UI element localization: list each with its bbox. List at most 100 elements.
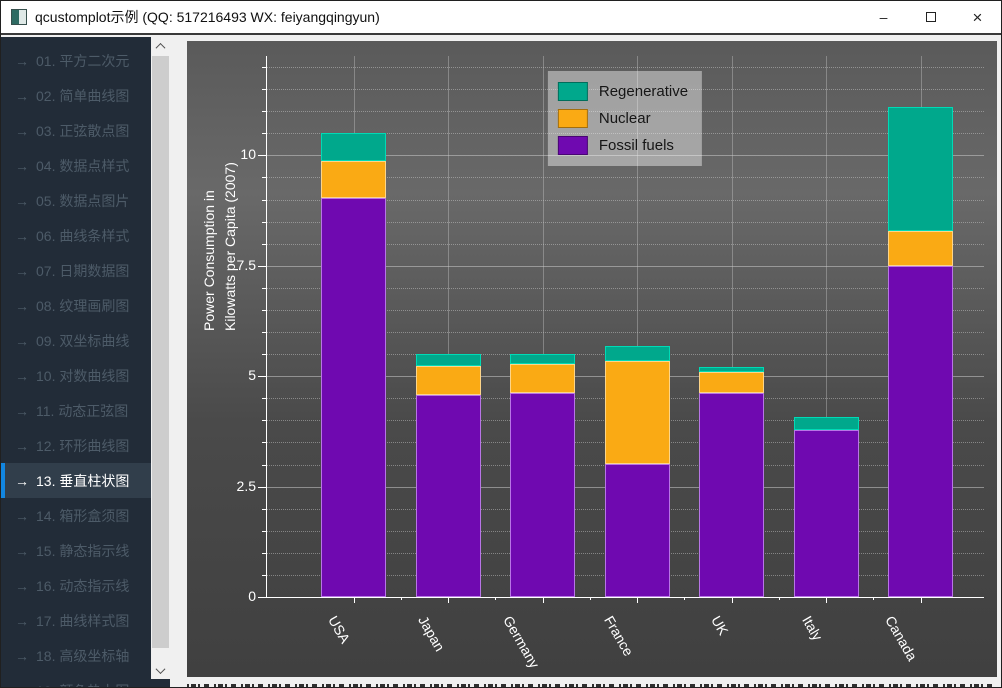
gridline-sub <box>266 332 984 334</box>
chevron-down-icon <box>155 663 166 674</box>
gridline-vertical <box>637 56 638 597</box>
sidebar-item-10[interactable]: → 10. 对数曲线图 <box>1 358 151 393</box>
sidebar-item-label: 06. 曲线条样式 <box>36 227 130 244</box>
scroll-up-button[interactable] <box>151 37 170 55</box>
sidebar-item-label: 15. 静态指示线 <box>36 542 130 559</box>
x-subtick <box>400 597 402 600</box>
sidebar-item-5[interactable]: → 05. 数据点图片 <box>1 183 151 218</box>
sidebar-item-label: 02. 简单曲线图 <box>36 87 130 104</box>
bar-segment-nuclear-france <box>604 361 670 464</box>
x-tick <box>826 597 827 603</box>
bar-segment-regenerative-uk <box>699 367 764 372</box>
sidebar-item-1[interactable]: → 01. 平方二次元 <box>1 43 151 78</box>
x-tick-label: France <box>601 613 637 659</box>
arrow-icon: → <box>15 227 29 244</box>
sidebar-item-label: 08. 纹理画刷图 <box>36 297 130 314</box>
bar-segment-fossil-fuels-uk <box>699 392 764 597</box>
bar-segment-regenerative-germany <box>510 354 575 364</box>
bar-segment-nuclear-uk <box>699 371 764 393</box>
maximize-button[interactable] <box>907 1 954 33</box>
y-subtick <box>262 442 266 444</box>
sidebar-item-label: 13. 垂直柱状图 <box>36 472 130 489</box>
y-subtick <box>262 464 266 466</box>
bar-segment-nuclear-germany <box>510 363 575 393</box>
x-tick-label: UK <box>708 613 732 638</box>
x-axis-line <box>266 597 984 598</box>
legend-item: Fossil fuels <box>557 132 688 159</box>
x-tick-label: Japan <box>415 613 449 655</box>
sidebar-bottom-filler <box>151 679 170 687</box>
sidebar-item-16[interactable]: → 16. 动态指示线 <box>1 568 151 603</box>
sidebar-item-4[interactable]: → 04. 数据点样式 <box>1 148 151 183</box>
gridline-sub <box>266 243 984 245</box>
scroll-down-button[interactable] <box>151 661 170 679</box>
scrollbar-thumb[interactable] <box>152 56 169 648</box>
sidebar-item-6[interactable]: → 06. 曲线条样式 <box>1 218 151 253</box>
arrow-icon: → <box>15 612 29 629</box>
arrow-icon: → <box>15 437 29 454</box>
bar-segment-nuclear-usa <box>321 161 386 199</box>
y-tick <box>258 376 266 378</box>
window-controls: – × <box>860 1 1001 33</box>
sidebar-item-label: 01. 平方二次元 <box>36 52 130 69</box>
sidebar-item-19[interactable]: → 19. 颜色热力图 <box>1 673 151 688</box>
sidebar-item-9[interactable]: → 09. 双坐标曲线 <box>1 323 151 358</box>
y-subtick <box>262 574 266 576</box>
sidebar-item-8[interactable]: → 08. 纹理画刷图 <box>1 288 151 323</box>
gridline-vertical <box>826 56 827 597</box>
bar-segment-nuclear-japan <box>415 366 481 396</box>
gridline-vertical <box>448 56 449 597</box>
y-subtick <box>262 309 266 311</box>
sidebar-item-label: 05. 数据点图片 <box>36 192 130 209</box>
bar-segment-regenerative-usa <box>321 133 386 162</box>
sidebar-scrollbar[interactable] <box>151 37 170 679</box>
arrow-icon: → <box>15 262 29 279</box>
bar-chart-canvas[interactable]: 0 2.5 5 7.5 10 USA Japan Germany France UK Italy Ca… <box>187 41 997 677</box>
legend-label: Fossil fuels <box>598 137 674 154</box>
arrow-icon: → <box>15 472 29 489</box>
gridline-sub <box>266 111 984 113</box>
sidebar-item-7[interactable]: → 07. 日期数据图 <box>1 253 151 288</box>
y-tick <box>258 265 266 267</box>
x-tick <box>448 597 449 603</box>
clipped-text-row <box>187 681 997 687</box>
sidebar-item-label: 12. 环形曲线图 <box>36 437 130 454</box>
sidebar-item-label: 09. 双坐标曲线 <box>36 332 130 349</box>
sidebar-item-3[interactable]: → 03. 正弦散点图 <box>1 113 151 148</box>
gridline-major <box>266 265 984 267</box>
y-subtick <box>262 111 266 113</box>
close-button[interactable]: × <box>954 1 1001 33</box>
title-bar[interactable]: qcustomplot示例 (QQ: 517216493 WX: feiyang… <box>1 1 1001 35</box>
sidebar-item-label: 11. 动态正弦图 <box>36 402 129 419</box>
sidebar-item-12[interactable]: → 12. 环形曲线图 <box>1 428 151 463</box>
bar-segment-regenerative-france <box>604 345 670 362</box>
gridline-vertical <box>731 56 733 597</box>
x-subtick <box>495 597 497 600</box>
x-tick-label: Germany <box>499 613 543 671</box>
y-tick <box>258 155 266 157</box>
y-tick <box>258 597 266 598</box>
gridline-major <box>266 155 984 157</box>
y-subtick <box>262 508 266 510</box>
minimize-button[interactable]: – <box>879 9 888 25</box>
sidebar-item-18[interactable]: → 18. 高级坐标轴 <box>1 638 151 673</box>
sidebar-item-17[interactable]: → 17. 曲线样式图 <box>1 603 151 638</box>
legend-swatch-icon <box>557 109 588 128</box>
arrow-icon: → <box>15 52 29 69</box>
sidebar-item-2[interactable]: → 02. 简单曲线图 <box>1 78 151 113</box>
gridline-sub <box>266 309 984 311</box>
y-subtick <box>262 398 266 400</box>
gridline-sub <box>266 287 984 289</box>
y-subtick <box>262 67 266 69</box>
sidebar-item-11[interactable]: → 11. 动态正弦图 <box>1 393 151 428</box>
bar-segment-fossil-fuels-usa <box>321 198 386 597</box>
y-tick-label: 2.5 <box>236 477 256 494</box>
sidebar-item-13[interactable]: → 13. 垂直柱状图 <box>1 463 151 498</box>
y-subtick <box>262 332 266 334</box>
chart-panel: 0 2.5 5 7.5 10 USA Japan Germany France UK Italy Ca… <box>170 37 1001 687</box>
x-tick-label: Italy <box>799 613 826 644</box>
sidebar-item-label: 19. 颜色热力图 <box>36 681 129 688</box>
sidebar-item-label: 16. 动态指示线 <box>36 577 130 594</box>
sidebar-item-15[interactable]: → 15. 静态指示线 <box>1 533 151 568</box>
sidebar-item-14[interactable]: → 14. 箱形盒须图 <box>1 498 151 533</box>
